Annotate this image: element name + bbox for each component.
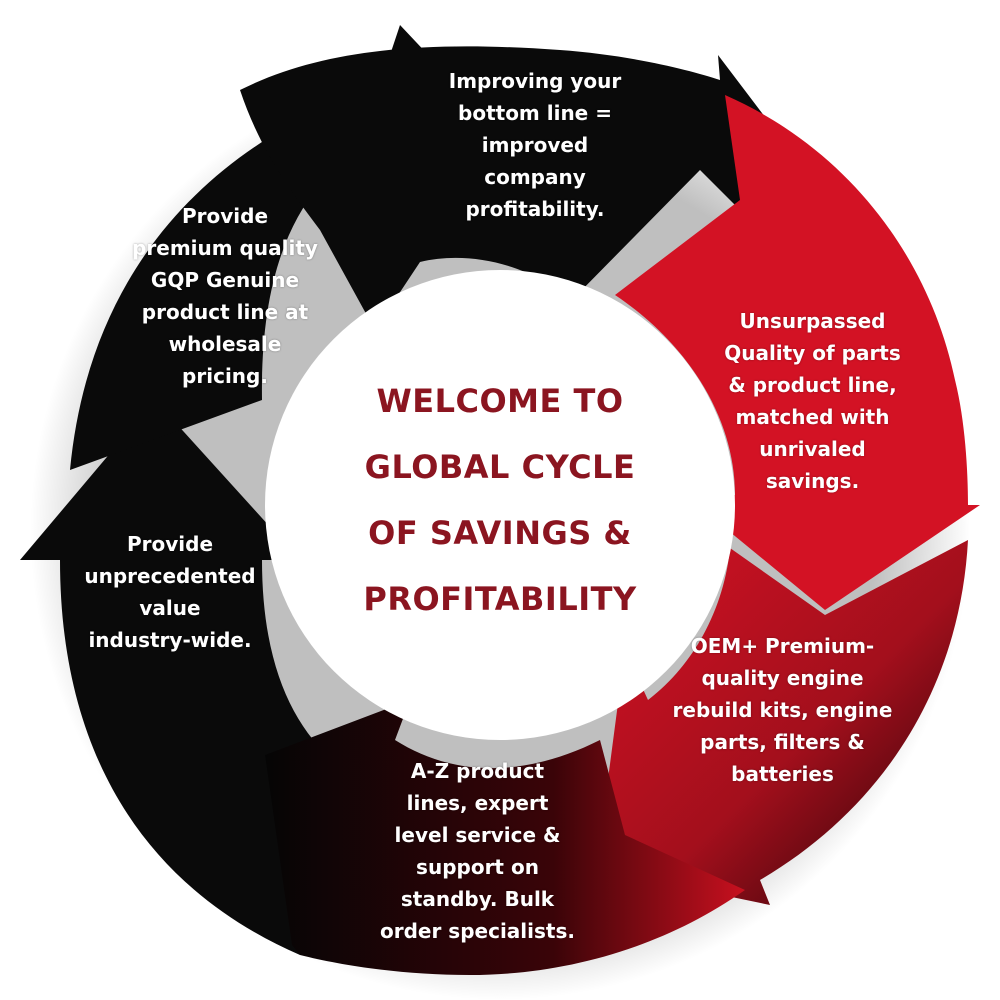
arrow-top-black: [240, 46, 790, 331]
arrow-right-lower-red: [600, 540, 968, 905]
segment-label-right-upper: Unsurpassed Quality of parts & product l…: [724, 309, 901, 493]
segment-label-right-lower: OEM+ Premium- quality engine rebuild kit…: [672, 634, 893, 786]
arrow-bottom-red-black: [265, 700, 745, 975]
segment-label-left-upper: Provide premium quality GQP Genuine prod…: [132, 204, 318, 388]
segment-label-bottom: A-Z product lines, expert level service …: [380, 759, 575, 943]
segment-label-top: Improving your bottom line = improved co…: [448, 69, 622, 221]
arrow-right-red: [615, 95, 980, 610]
center-title: WELCOME TO GLOBAL CYCLE OF SAVINGS & PRO…: [363, 382, 637, 618]
segment-label-left-lower: Provide unprecedented value industry-wid…: [84, 532, 256, 652]
center-circle: [265, 270, 735, 740]
